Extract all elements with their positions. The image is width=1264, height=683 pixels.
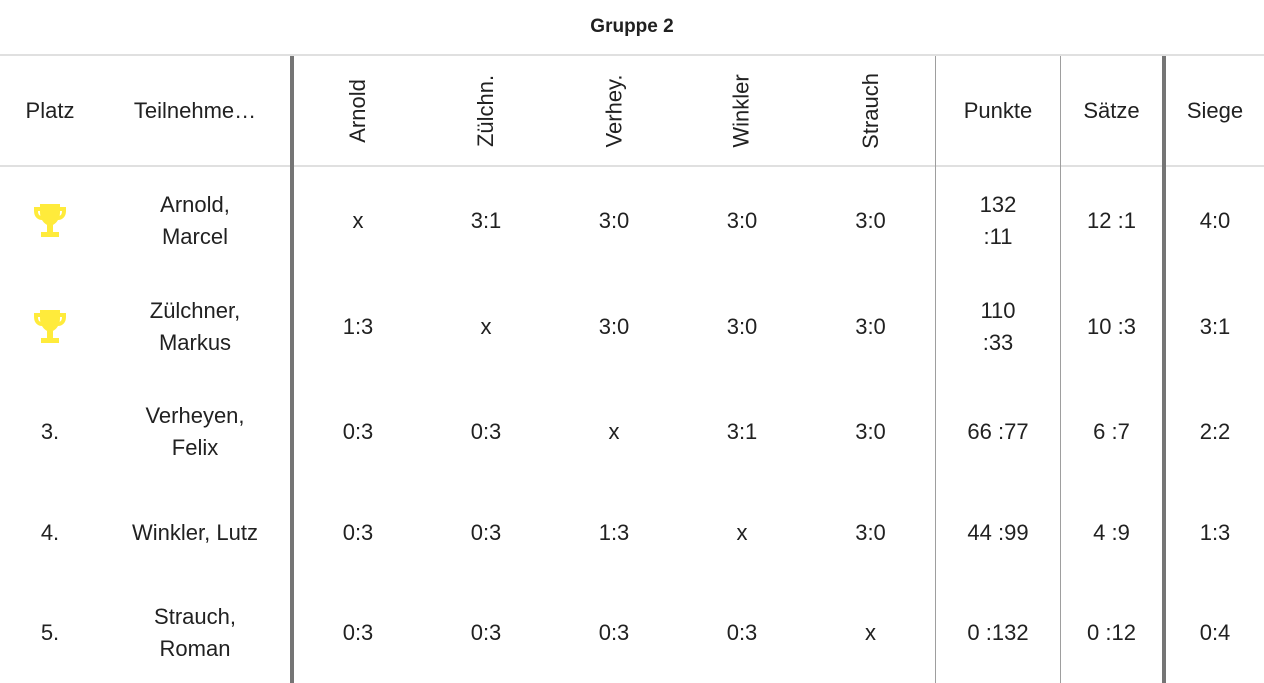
result-cell: x [352,207,364,233]
header-opponent-strauch: Strauch [806,56,935,165]
result-cell: 3:0 [855,520,886,546]
result-cell: 3:0 [855,207,886,233]
header-siege[interactable]: Siege [1186,97,1244,123]
saetze-cell: 0 :12 [1087,620,1136,646]
result-cell: 3:0 [855,418,886,444]
rank-cell: 5. [40,620,60,646]
punkte-separator [1060,56,1061,683]
saetze-cell: 12 :1 [1087,207,1136,233]
saetze-separator [1162,56,1166,683]
header-opponent-zuelchner: Zülchn. [422,56,550,165]
header-teilnehmer-label: Teilnehme… [133,97,257,123]
result-cell: 1:3 [342,314,374,340]
header-opponent-label: Arnold [345,78,371,143]
result-cell: 0:3 [342,620,374,646]
header-opponent-label: Verhey. [601,74,627,147]
trophy-icon [34,310,66,343]
result-cell: 3:0 [726,314,758,340]
participant-name: Zülchner, Markus [149,298,241,355]
participant-name: Verheyen, Felix [145,402,245,460]
group-title: Gruppe 2 [590,16,674,37]
saetze-cell: 4 :9 [1093,520,1130,546]
siege-cell: 1:3 [1199,520,1231,546]
participant-name: Arnold, Marcel [160,191,230,249]
result-cell: 0:3 [470,620,502,646]
siege-cell: 4:0 [1199,207,1231,233]
siege-cell: 2:2 [1199,418,1231,444]
header-opponent-verheyen: Verhey. [550,56,678,165]
punkte-cell: 0 :132 [967,620,1029,646]
result-cell: 0:3 [342,418,374,444]
header-opponent-winkler: Winkler [678,56,806,165]
header-opponent-arnold: Arnold [294,56,422,165]
result-cell: 0:3 [342,520,374,546]
result-cell: 0:3 [726,620,758,646]
result-cell: 3:1 [470,207,502,233]
siege-cell: 3:1 [1199,314,1231,340]
title-divider [0,54,1264,56]
result-cell: 3:0 [598,314,630,340]
participant-name: Strauch, Roman [154,604,236,661]
punkte-cell: 110 :33 [980,298,1016,355]
header-teilnehmer[interactable]: Teilnehme… [100,56,290,165]
saetze-cell: 6 :7 [1093,418,1130,444]
result-cell: 3:0 [598,207,630,233]
header-opponent-label: Winkler [729,73,755,148]
participant-name: Winkler, Lutz [132,520,258,546]
header-platz[interactable]: Platz [25,97,75,123]
result-cell: x [480,314,492,340]
names-separator [290,56,294,683]
header-opponent-label: Strauch [857,72,883,149]
siege-cell: 0:4 [1199,620,1231,646]
result-cell: x [865,620,876,646]
result-cell: x [736,520,748,546]
result-cell: 3:0 [855,314,886,340]
result-cell: 0:3 [598,620,630,646]
rank-cell: 4. [40,520,60,546]
result-cell: 3:0 [726,207,758,233]
rank-cell [0,167,100,274]
result-cell: 3:1 [726,418,758,444]
saetze-cell: 10 :3 [1087,314,1136,340]
result-cell: x [608,418,620,444]
header-saetze[interactable]: Sätze [1083,97,1140,123]
punkte-cell: 66 :77 [967,418,1029,444]
header-opponent-label: Zülchn. [473,74,499,147]
rank-cell [0,274,100,380]
rank-cell: 3. [40,418,60,444]
results-separator [935,56,936,683]
result-cell: 0:3 [470,418,502,444]
punkte-cell: 44 :99 [967,520,1029,546]
punkte-cell: 132 :11 [979,191,1017,249]
trophy-icon [34,203,66,237]
result-cell: 0:3 [470,520,502,546]
header-punkte[interactable]: Punkte [963,97,1033,123]
result-cell: 1:3 [598,520,630,546]
header-divider [0,165,1264,167]
